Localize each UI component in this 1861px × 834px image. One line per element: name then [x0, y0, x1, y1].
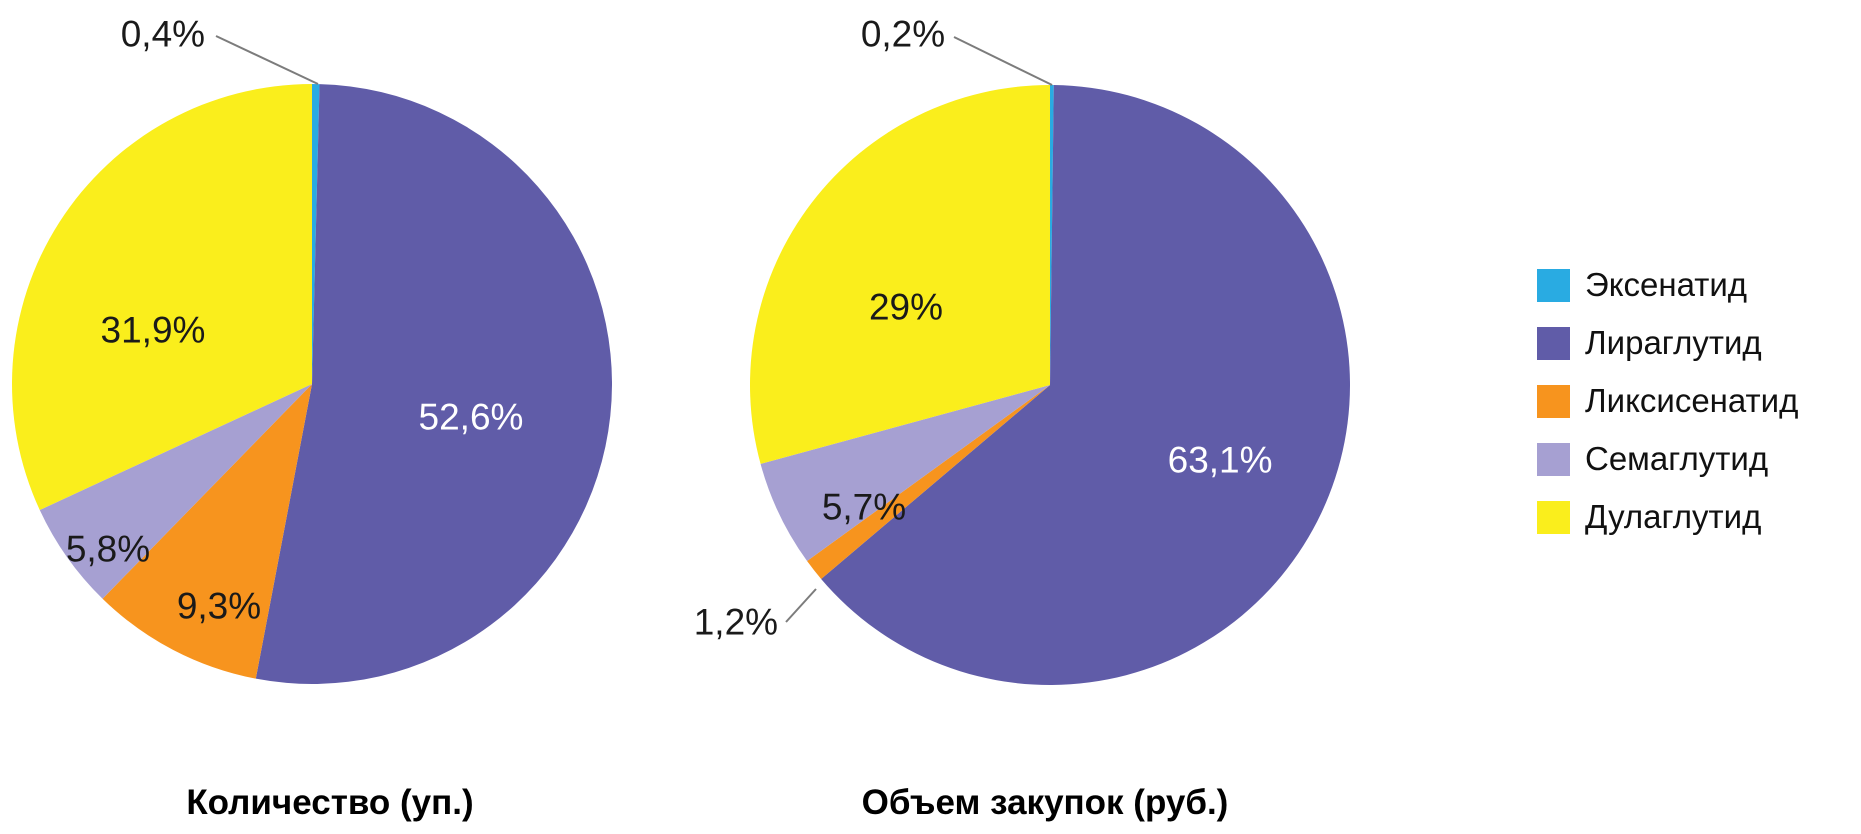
pie-slice-Дулаглутид	[11, 84, 313, 511]
label-leader-line	[215, 35, 319, 85]
legend-label-liraglutide: Лираглутид	[1585, 324, 1762, 361]
pie-quantity-svg: 0,4% 52,6% 9,3% 5,8% 31,9%	[11, 13, 613, 685]
legend-item-exenatide: Эксенатид	[1537, 266, 1798, 304]
legend-item-semaglutide: Семаглутид	[1537, 440, 1798, 478]
slice-label-Семаглутид: 5,7%	[822, 487, 906, 528]
legend-item-liraglutide: Лираглутид	[1537, 324, 1798, 362]
slice-label-Лираглутид: 52,6%	[419, 397, 524, 438]
pie-slice-Семаглутид	[39, 384, 313, 599]
pie-slice-Лираглутид	[821, 85, 1350, 686]
legend-swatch-liraglutide	[1537, 326, 1570, 360]
legend-swatch-semaglutide	[1537, 442, 1570, 476]
pie-slice-Эксенатид	[312, 84, 320, 384]
pie-slice-Лираглутид	[255, 84, 613, 685]
pie-volume-svg: 0,2% 63,1% 1,2% 5,7% 29%	[694, 14, 1350, 686]
pie-slice-Ликсисенатид	[807, 385, 1050, 579]
slice-label-Дулаглутид: 29%	[869, 287, 943, 328]
legend-label-lixisenatide: Ликсисенатид	[1585, 382, 1799, 419]
chart-title-volume: Объем закупок (руб.)	[861, 783, 1229, 822]
legend-label-semaglutide: Семаглутид	[1585, 440, 1769, 477]
legend-swatch-lixisenatide	[1537, 384, 1570, 418]
slice-label-Лираглутид: 63,1%	[1168, 440, 1273, 481]
legend: Эксенатид Лираглутид Ликсисенатид Семагл…	[1537, 266, 1798, 536]
slice-label-Дулаглутид: 31,9%	[101, 310, 206, 351]
label-leader-line	[785, 588, 817, 623]
slice-label-Ликсисенатид: 1,2%	[694, 602, 778, 643]
legend-item-dulaglutide: Дулаглутид	[1537, 498, 1798, 536]
pie-slice-Эксенатид	[1050, 85, 1054, 385]
slice-label-Семаглутид: 5,8%	[66, 529, 150, 570]
legend-swatch-exenatide	[1537, 268, 1570, 302]
slice-label-Эксенатид: 0,4%	[121, 13, 205, 54]
legend-label-exenatide: Эксенатид	[1585, 266, 1748, 303]
legend-item-lixisenatide: Ликсисенатид	[1537, 382, 1798, 420]
label-leader-line	[953, 36, 1053, 86]
legend-swatch-dulaglutide	[1537, 500, 1570, 534]
pie-slice-Дулаглутид	[750, 85, 1050, 464]
legend-label-dulaglutide: Дулаглутид	[1585, 498, 1762, 535]
slice-label-Эксенатид: 0,2%	[861, 14, 945, 55]
pie-slice-Семаглутид	[760, 385, 1050, 562]
pie-slice-Ликсисенатид	[102, 384, 312, 679]
chart-title-quantity: Количество (уп.)	[186, 783, 474, 822]
slice-label-Ликсисенатид: 9,3%	[177, 586, 261, 627]
